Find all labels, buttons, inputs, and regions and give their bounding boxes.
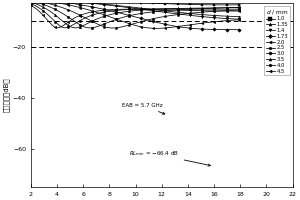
Y-axis label: 反射损耗（dB）: 反射损耗（dB） xyxy=(4,78,10,112)
Text: EAB = 5.7 GHz: EAB = 5.7 GHz xyxy=(122,103,165,114)
Text: $RL_{\mathrm{min}}$ = −66.4 dB: $RL_{\mathrm{min}}$ = −66.4 dB xyxy=(129,149,210,166)
Legend: 1.0, 1.35, 1.4, 1.73, 2.0, 2.5, 3.0, 3.5, 4.0, 4.5: 1.0, 1.35, 1.4, 1.73, 2.0, 2.5, 3.0, 3.5… xyxy=(264,6,290,75)
